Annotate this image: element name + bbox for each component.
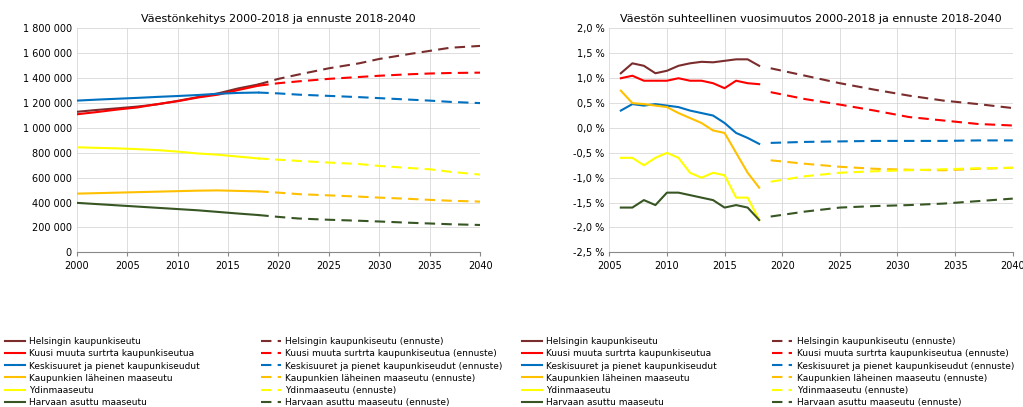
Title: Väestön suhteellinen vuosimuutos 2000-2018 ja ennuste 2018-2040: Väestön suhteellinen vuosimuutos 2000-20…: [620, 13, 1002, 24]
Title: Väestönkehitys 2000-2018 ja ennuste 2018-2040: Väestönkehitys 2000-2018 ja ennuste 2018…: [141, 13, 415, 24]
Legend: Helsingin kaupunkiseutu (ennuste), Kuusi muuta surtrta kaupunkiseutua (ennuste),: Helsingin kaupunkiseutu (ennuste), Kuusi…: [772, 337, 1014, 407]
Legend: Helsingin kaupunkiseutu (ennuste), Kuusi muuta surtrta kaupunkiseutua (ennuste),: Helsingin kaupunkiseutu (ennuste), Kuusi…: [261, 337, 502, 407]
Legend: Helsingin kaupunkiseutu, Kuusi muuta surtrta kaupunkiseutua, Keskisuuret ja pien: Helsingin kaupunkiseutu, Kuusi muuta sur…: [522, 337, 717, 407]
Legend: Helsingin kaupunkiseutu, Kuusi muuta surtrta kaupunkiseutua, Keskisuuret ja pien: Helsingin kaupunkiseutu, Kuusi muuta sur…: [5, 337, 201, 407]
